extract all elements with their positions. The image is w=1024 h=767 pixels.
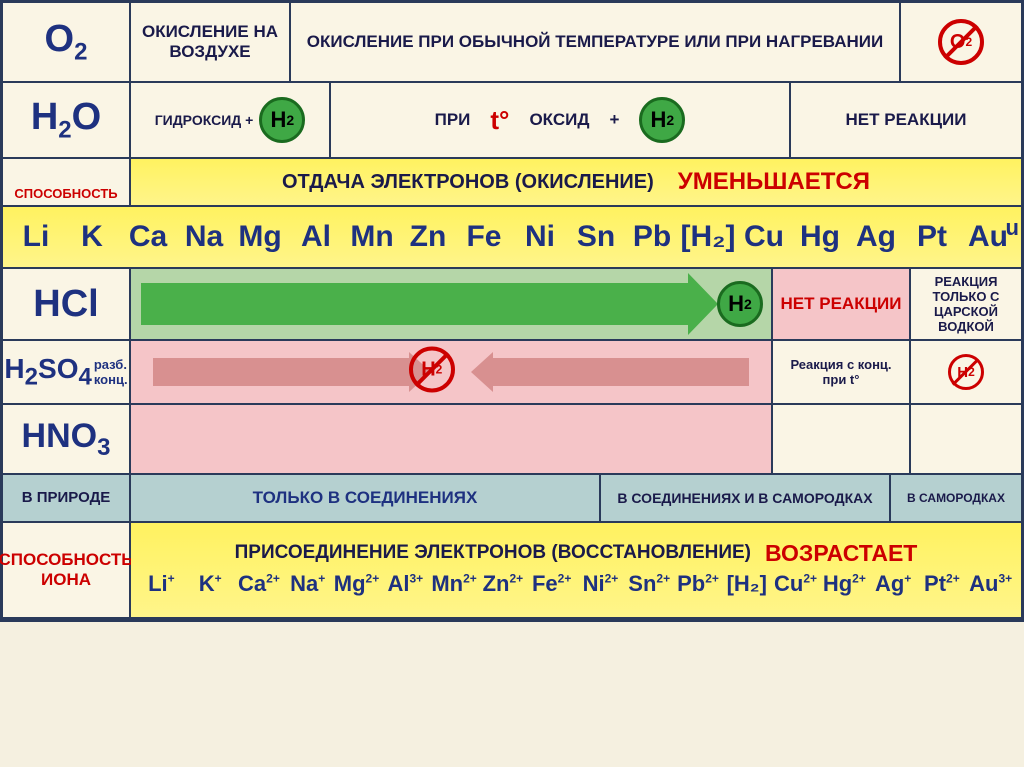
element-symbol: [H₂] <box>680 220 736 254</box>
h2-circle-icon-2: H2 <box>639 97 685 143</box>
element-symbol: Fe <box>456 220 512 254</box>
ion-symbol: Na+ <box>283 571 332 597</box>
element-symbol: Cu <box>736 220 792 254</box>
oxide-label: ОКСИД <box>529 110 589 130</box>
ion-symbol: K+ <box>186 571 235 597</box>
in-nature-label: В ПРИРОДЕ <box>22 489 111 507</box>
temp-label: t° <box>490 105 509 136</box>
ion-symbol: Ca2+ <box>235 571 284 597</box>
compounds-only: ТОЛЬКО В СОЕДИНЕНИЯХ <box>253 488 478 508</box>
ion-symbol: Hg2+ <box>820 571 869 597</box>
h2-circle-icon: H2 <box>259 97 305 143</box>
ion-symbol: Mn2+ <box>430 571 479 597</box>
oxidation-air: ОКИСЛЕНИЕ НА ВОЗДУХЕ <box>135 22 285 63</box>
element-symbol: Ca <box>120 220 176 254</box>
green-arrow <box>141 283 688 325</box>
reduction-title: ПРИСОЕДИНЕНИЕ ЭЛЕКТРОНОВ (ВОССТАНОВЛЕНИЕ… <box>235 542 751 565</box>
element-symbol: Mn <box>344 220 400 254</box>
no-reaction-pink: НЕТ РЕАКЦИИ <box>781 294 902 314</box>
o2-sub: 2 <box>74 38 87 65</box>
ion-symbol: Zn2+ <box>478 571 527 597</box>
element-symbol: Ni <box>512 220 568 254</box>
ion-symbol: Al3+ <box>381 571 430 597</box>
element-symbol: Hg <box>792 220 848 254</box>
aqua-regia: РЕАКЦИЯ ТОЛЬКО С ЦАРСКОЙ ВОДКОЙ <box>915 274 1017 334</box>
ion-symbol: Pt2+ <box>918 571 967 597</box>
decreases-label: УМЕНЬШАЕТСЯ <box>678 168 870 196</box>
element-symbol: Ag <box>848 220 904 254</box>
o2-symbol: O <box>45 18 75 60</box>
no-h2-small-icon: H2 <box>948 354 984 390</box>
element-symbol: Pt <box>904 220 960 254</box>
element-symbol: Al <box>288 220 344 254</box>
element-symbol: Li <box>8 220 64 254</box>
ion-symbol: Cu2+ <box>771 571 820 597</box>
oxidation-title: ОТДАЧА ЭЛЕКТРОНОВ (ОКИСЛЕНИЕ) <box>282 170 654 194</box>
ion-symbol: [H₂] <box>722 571 771 597</box>
h2o-cell: H2O <box>3 83 131 157</box>
ion-symbol: Li+ <box>137 571 186 597</box>
no-reaction-label: НЕТ РЕАКЦИИ <box>846 110 967 130</box>
element-symbol: Pb <box>624 220 680 254</box>
hydroxide-label: ГИДРОКСИД + <box>155 112 254 129</box>
nuggets-only: В САМОРОДКАХ <box>907 491 1005 505</box>
conc-reaction-label: Реакция с конц. при t° <box>777 357 905 387</box>
ion-symbol: Mg2+ <box>332 571 381 597</box>
ion-symbol: Pb2+ <box>674 571 723 597</box>
o2-cell: O2 <box>3 3 131 81</box>
activity-series-table: O2 ОКИСЛЕНИЕ НА ВОЗДУХЕ ОКИСЛЕНИЕ ПРИ ОБ… <box>0 0 1024 622</box>
element-symbol: Na <box>176 220 232 254</box>
h2-circle-hcl: H2 <box>717 281 763 327</box>
ion-ability-label: СПОСОБНОСТЬ ИОНА <box>0 550 134 590</box>
conc-label: конц. <box>94 372 128 387</box>
element-symbol: K <box>64 220 120 254</box>
pri-label: ПРИ <box>435 110 471 130</box>
element-symbol: Mg <box>232 220 288 254</box>
no-h2-icon: H2 <box>409 347 455 393</box>
increases-label: ВОЗРАСТАЕТ <box>765 540 917 567</box>
dilute-label: разб. <box>94 357 128 372</box>
hcl-formula: HCl <box>33 283 98 326</box>
ability-label: СПОСОБНОСТЬ <box>14 186 117 201</box>
element-symbol: Sn <box>568 220 624 254</box>
compounds-nuggets: В СОЕДИНЕНИЯХ И В САМОРОДКАХ <box>617 490 872 506</box>
ion-symbol: Ag+ <box>869 571 918 597</box>
ion-symbol: Ni2+ <box>576 571 625 597</box>
ion-symbol: Sn2+ <box>625 571 674 597</box>
ions-row: Li+K+Ca2+Na+Mg2+Al3+Mn2+Zn2+Fe2+Ni2+Sn2+… <box>135 567 1017 601</box>
red-arrow-right <box>153 358 409 386</box>
red-arrow-left <box>493 358 749 386</box>
elements-row: LiKCaNaMgAlMnZnFeNiSnPb[H₂]CuHgAgPtAu <box>3 207 1021 267</box>
oxidation-heat: ОКИСЛЕНИЕ ПРИ ОБЫЧНОЙ ТЕМПЕРАТУРЕ ИЛИ ПР… <box>307 32 883 52</box>
no-o2-icon: O2 <box>938 19 984 65</box>
element-symbol: Zn <box>400 220 456 254</box>
ion-symbol: Au3+ <box>966 571 1015 597</box>
stray-u: u <box>1006 215 1019 241</box>
ion-symbol: Fe2+ <box>527 571 576 597</box>
